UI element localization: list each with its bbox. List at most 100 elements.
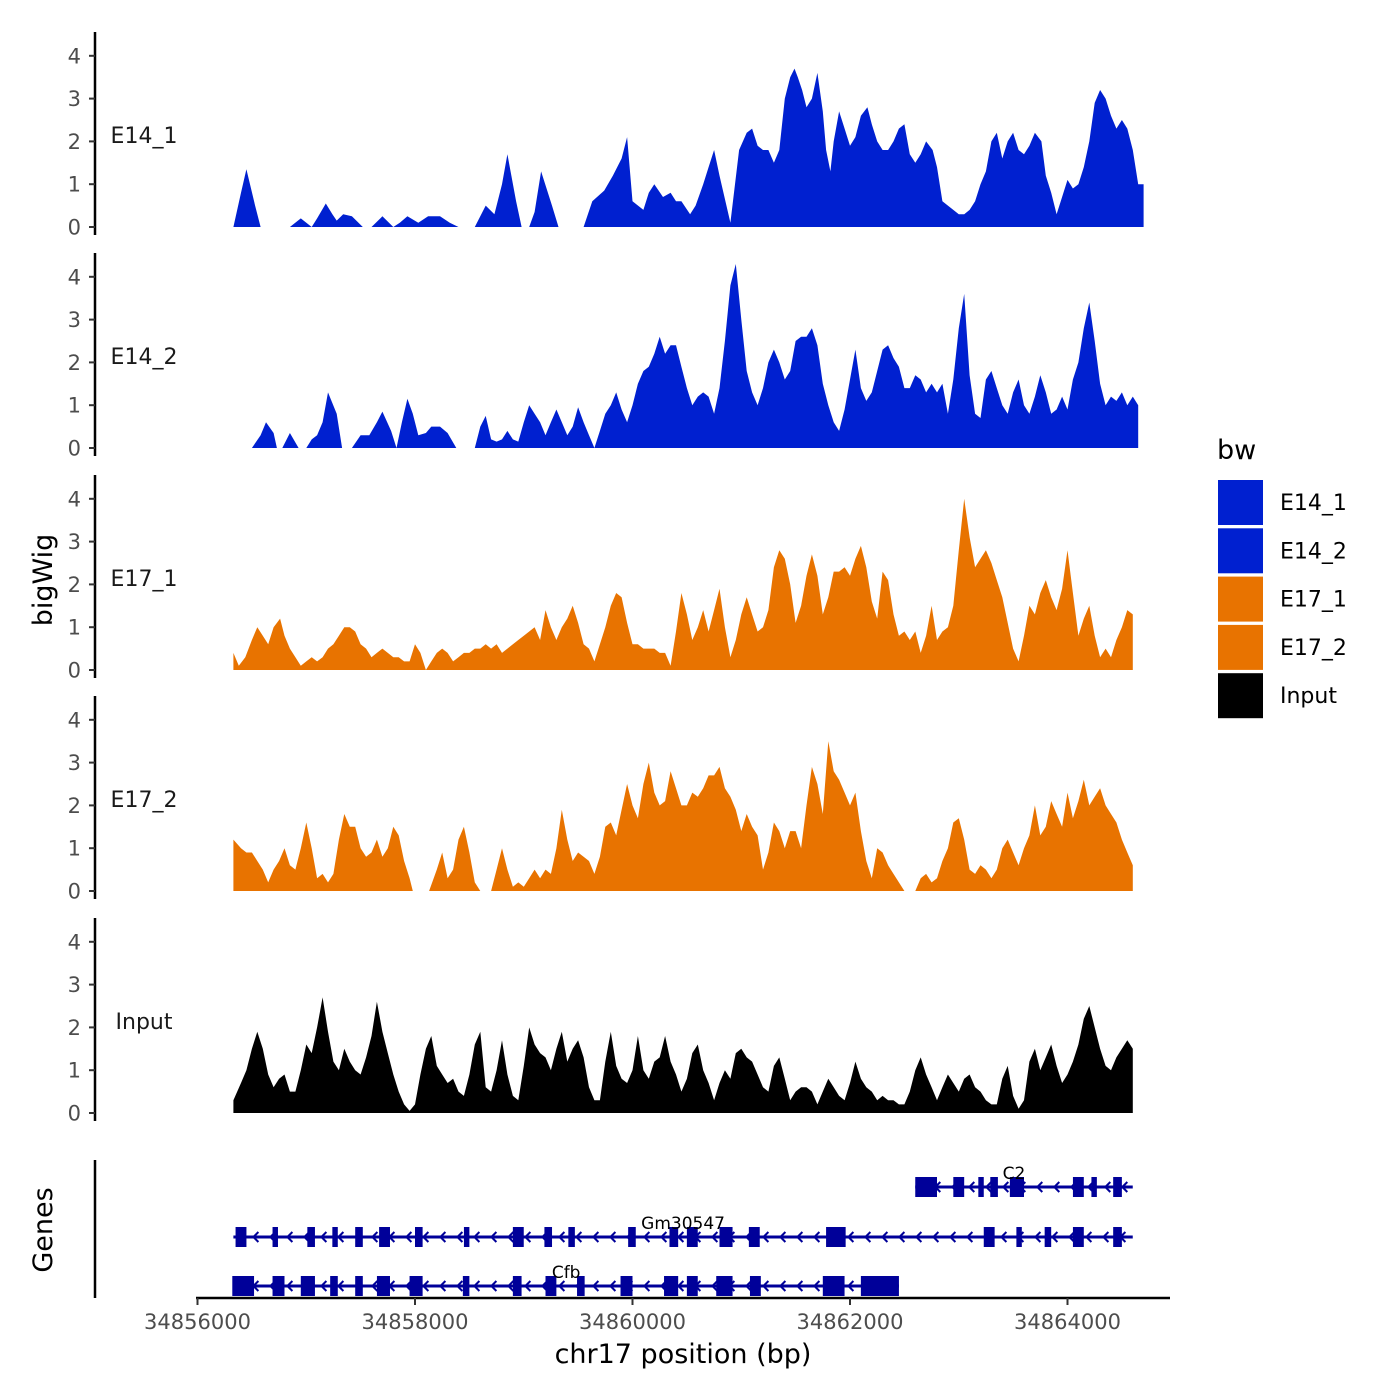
gene-label: Gm30547 bbox=[641, 1214, 725, 1234]
track-area-E17_1 bbox=[233, 498, 1133, 670]
gene-label: Cfb bbox=[552, 1263, 581, 1283]
exon-block bbox=[512, 1276, 522, 1296]
strand-arrow bbox=[897, 1231, 906, 1243]
exon-block bbox=[1113, 1227, 1122, 1247]
strand-arrow bbox=[455, 1231, 464, 1243]
strand-arrow bbox=[999, 1231, 1008, 1243]
strand-arrow bbox=[795, 1231, 804, 1243]
exon-block bbox=[1009, 1177, 1024, 1197]
strand-arrow bbox=[1033, 1231, 1042, 1243]
strand-arrow bbox=[319, 1280, 328, 1292]
exon-block bbox=[1091, 1177, 1097, 1197]
strand-arrow bbox=[370, 1280, 379, 1292]
exon-block bbox=[686, 1276, 698, 1296]
exon-block bbox=[307, 1227, 315, 1247]
y-tick-label: 2 bbox=[68, 351, 81, 375]
strand-arrow bbox=[761, 1231, 770, 1243]
exon-block bbox=[355, 1276, 363, 1296]
strand-arrow bbox=[523, 1280, 532, 1292]
y-tick-label: 3 bbox=[68, 751, 81, 775]
gene-label: C2 bbox=[1003, 1164, 1026, 1184]
strand-arrow bbox=[846, 1231, 855, 1243]
y-tick-label: 3 bbox=[68, 308, 81, 332]
strand-arrow bbox=[472, 1231, 481, 1243]
legend-swatch bbox=[1218, 673, 1263, 719]
strand-arrow bbox=[778, 1280, 787, 1292]
strand-arrow bbox=[438, 1231, 447, 1243]
strand-arrow bbox=[676, 1280, 685, 1292]
strand-arrow bbox=[744, 1280, 753, 1292]
strand-arrow bbox=[506, 1280, 515, 1292]
strand-arrow bbox=[591, 1280, 600, 1292]
exon-block bbox=[1072, 1177, 1084, 1197]
track-area-Input bbox=[233, 997, 1133, 1113]
track-E14_2: 0 1 2 3 4 E14_2 bbox=[68, 253, 1139, 461]
legend-swatch bbox=[1218, 528, 1263, 574]
legend-item-E17_1: E17_1 bbox=[1218, 576, 1347, 622]
track-Input: 0 1 2 3 4 Input bbox=[68, 918, 1133, 1126]
legend-item-E14_2: E14_2 bbox=[1218, 528, 1347, 574]
strand-arrow bbox=[421, 1280, 430, 1292]
y-tick-label: 0 bbox=[68, 437, 81, 461]
exon-block bbox=[990, 1177, 998, 1197]
gene-row-Cfb: Cfb bbox=[232, 1263, 899, 1296]
x-axis: 34856000 34858000 34860000 34862000 34864000 bbox=[144, 1296, 1170, 1334]
exon-block bbox=[978, 1177, 984, 1197]
legend-swatch bbox=[1218, 480, 1263, 525]
strand-arrow bbox=[574, 1231, 583, 1243]
exon-block bbox=[332, 1227, 338, 1247]
strand-arrow bbox=[795, 1280, 804, 1292]
strand-arrow bbox=[336, 1280, 345, 1292]
exon-block bbox=[860, 1276, 899, 1296]
strand-arrow bbox=[1067, 1231, 1076, 1243]
strand-arrow bbox=[370, 1231, 379, 1243]
strand-arrow bbox=[557, 1280, 566, 1292]
exon-block bbox=[669, 1227, 679, 1247]
strand-arrow bbox=[557, 1231, 566, 1243]
strand-arrow bbox=[812, 1231, 821, 1243]
exon-block bbox=[355, 1227, 363, 1247]
track-label: E14_2 bbox=[111, 345, 178, 370]
strand-arrow bbox=[710, 1231, 719, 1243]
legend: E14_1 E14_2 E17_1 E17_2 Input bbox=[1218, 480, 1347, 719]
track-label: E14_1 bbox=[111, 124, 178, 149]
exon-block bbox=[686, 1227, 698, 1247]
exon-block bbox=[577, 1276, 585, 1296]
exon-block bbox=[568, 1227, 575, 1247]
strand-arrow bbox=[761, 1280, 770, 1292]
strand-arrow bbox=[1001, 1181, 1010, 1193]
strand-arrow bbox=[421, 1231, 430, 1243]
y-tick-label: 3 bbox=[68, 973, 81, 997]
exon-block bbox=[748, 1227, 760, 1247]
strand-arrow bbox=[863, 1231, 872, 1243]
strand-arrow bbox=[642, 1280, 651, 1292]
track-area-E17_2 bbox=[233, 741, 1133, 891]
strand-arrow bbox=[846, 1280, 855, 1292]
exon-block bbox=[415, 1227, 423, 1247]
exon-block bbox=[719, 1227, 733, 1247]
y-tick-label: 3 bbox=[68, 87, 81, 111]
y-tick-label: 4 bbox=[68, 930, 81, 954]
exon-block bbox=[300, 1276, 315, 1296]
strand-arrow bbox=[455, 1280, 464, 1292]
strand-arrow bbox=[506, 1231, 515, 1243]
exon-block bbox=[376, 1276, 390, 1296]
legend-swatch bbox=[1218, 576, 1263, 622]
x-tick-label: 34860000 bbox=[579, 1310, 686, 1334]
strand-arrow bbox=[812, 1280, 821, 1292]
strand-arrow bbox=[404, 1231, 413, 1243]
legend-item-E14_1: E14_1 bbox=[1218, 480, 1347, 525]
exon-block bbox=[512, 1227, 524, 1247]
track-area-E14_2 bbox=[251, 264, 1139, 448]
exon-block bbox=[330, 1276, 338, 1296]
y-tick-label: 4 bbox=[68, 708, 81, 732]
exon-block bbox=[545, 1276, 557, 1296]
track-label: E17_2 bbox=[111, 788, 178, 813]
strand-arrow bbox=[608, 1280, 617, 1292]
y-tick-label: 0 bbox=[68, 216, 81, 240]
strand-arrow bbox=[948, 1231, 957, 1243]
exon-block bbox=[1072, 1227, 1084, 1247]
strand-arrow bbox=[251, 1231, 260, 1243]
strand-arrow bbox=[1084, 1231, 1093, 1243]
y-tick-label: 1 bbox=[68, 837, 81, 861]
